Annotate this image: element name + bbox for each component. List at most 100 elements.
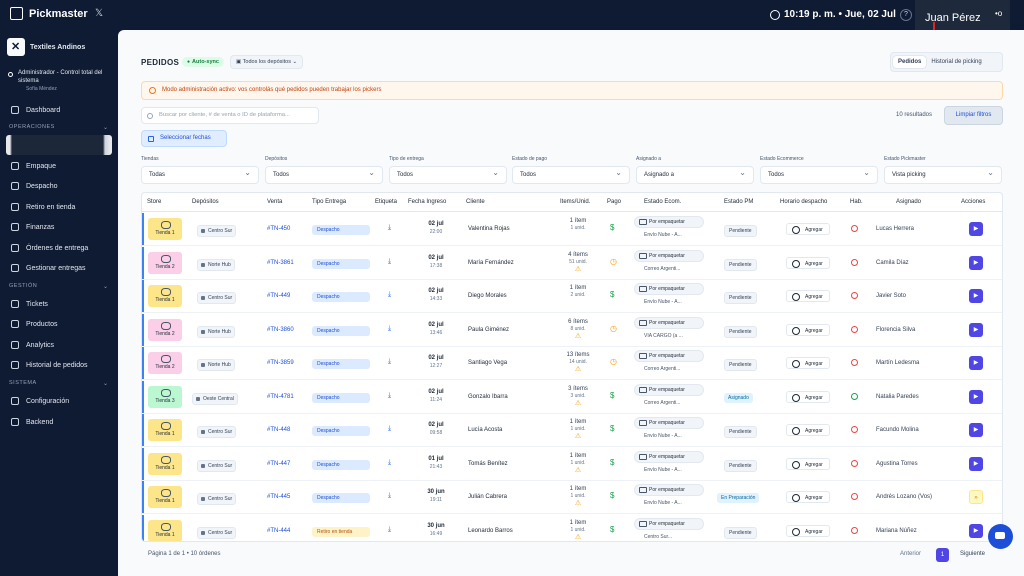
deposit-selector[interactable]: ▣ Todos los depósitos ⌄ — [230, 55, 304, 69]
app-logo[interactable]: Pickmaster — [10, 7, 88, 20]
filter-select[interactable]: Todos — [512, 166, 630, 184]
table-row[interactable]: Tienda 2 Norte Hub #TN-3861 Despacho ⤓ 02 jul… — [142, 246, 1002, 280]
sidebar-item-configuracion[interactable]: Configuración — [0, 394, 118, 408]
column-header: Etiqueta — [375, 199, 398, 205]
tab-historial-picking[interactable]: Historial de picking — [931, 59, 982, 65]
clear-filters-button[interactable]: Limpiar filtros — [944, 106, 1003, 125]
add-schedule-button[interactable]: Agregar — [786, 323, 830, 336]
column-header: Depósitos — [192, 199, 219, 205]
chevron-down-icon[interactable]: ⌄ — [102, 125, 108, 131]
sidebar-item-productos[interactable]: Productos — [0, 317, 118, 331]
x-social-icon[interactable]: 𝕏 — [95, 8, 104, 19]
orders-table: Store Depósitos Venta Tipo Entrega Etiqueta F… — [141, 192, 1003, 542]
user-menu[interactable]: Juan Pérez •o — [915, 0, 1010, 36]
sidebar-item-historial[interactable]: Historial de pedidos — [0, 358, 118, 372]
add-schedule-button[interactable]: Agregar — [786, 491, 830, 503]
section-operaciones: OPERACIONES — [9, 124, 55, 130]
sale-link[interactable]: #TN-444 — [267, 527, 291, 534]
play-action-button[interactable]: ▶ — [969, 289, 983, 303]
items-count: 13 ítems — [566, 352, 590, 358]
play-action-button[interactable]: ▶ — [969, 456, 983, 471]
download-label-icon[interactable]: ⤓ — [388, 257, 392, 265]
chat-icon[interactable] — [988, 524, 1013, 549]
sidebar-item-dashboard[interactable]: Dashboard — [0, 103, 118, 117]
sidebar-item-backend[interactable]: Backend — [0, 415, 118, 429]
sale-link[interactable]: #TN-447 — [267, 460, 291, 467]
play-action-button[interactable]: ▶ — [969, 222, 983, 236]
sidebar-item-ordenes[interactable]: Órdenes de entrega — [0, 241, 118, 255]
user-menu-icon[interactable]: •o — [995, 9, 1003, 18]
sale-link[interactable]: #TN-445 — [267, 494, 291, 500]
sidebar-item-label: Finanzas — [26, 223, 55, 231]
play-action-button[interactable]: ▶ — [969, 423, 983, 437]
next-page-button[interactable]: Siguiente — [960, 551, 986, 557]
download-label-icon[interactable]: ⤓ — [388, 458, 392, 466]
table-row[interactable]: Tienda 1 Centro Sur #TN-447 Despacho ⤓ 01 jul… — [142, 447, 1002, 481]
play-action-button[interactable]: ▶ — [969, 389, 983, 404]
sale-link[interactable]: #TN-3859 — [267, 360, 294, 366]
sidebar-item-analytics[interactable]: Analytics — [0, 338, 118, 352]
help-icon[interactable]: ? — [900, 9, 912, 21]
app-name: Pickmaster — [29, 7, 88, 20]
add-schedule-button[interactable]: Agregar — [786, 256, 830, 269]
search-input[interactable]: Buscar por cliente, # de venta o ID de p… — [141, 107, 319, 124]
sidebar-item-despacho[interactable]: Despacho — [0, 179, 118, 193]
sale-link[interactable]: #TN-3860 — [267, 326, 294, 333]
sale-link[interactable]: #TN-3861 — [267, 259, 294, 266]
sidebar-item-finanzas[interactable]: Finanzas — [0, 220, 118, 234]
filter-select[interactable]: Asignado a — [636, 166, 754, 184]
play-action-button[interactable]: ▶ — [969, 523, 983, 538]
table-row[interactable]: Tienda 1 Centro Sur #TN-448 Despacho ⤓ 02 jul… — [142, 414, 1002, 447]
sidebar-item-empaque[interactable]: Empaque — [0, 159, 118, 173]
sidebar-item-gestionar[interactable]: Gestionar entregas — [0, 261, 118, 275]
download-label-icon[interactable]: ⤓ — [388, 391, 392, 399]
filter-select[interactable]: Todos — [389, 166, 507, 184]
table-row[interactable]: Tienda 2 Norte Hub #TN-3859 Despacho ⤓ 02 jul… — [142, 347, 1002, 380]
chevron-down-icon[interactable]: ⌄ — [102, 381, 108, 387]
add-schedule-button[interactable]: Agregar — [786, 290, 830, 302]
download-label-icon[interactable]: ⤓ — [388, 291, 392, 298]
download-label-icon[interactable]: ⤓ — [388, 525, 392, 533]
download-label-icon[interactable]: ⤓ — [388, 358, 392, 365]
add-schedule-button[interactable]: Agregar — [786, 424, 830, 436]
play-action-button[interactable]: ▶ — [969, 255, 983, 270]
table-row[interactable]: Tienda 1 Centro Sur #TN-450 Despacho ⤓ 02 jul… — [142, 213, 1002, 246]
sidebar-item-tickets[interactable]: Tickets — [0, 297, 118, 311]
tab-pedidos[interactable]: Pedidos — [893, 56, 927, 68]
table-row[interactable]: Tienda 3 Oeste Central #TN-4781 Despacho ⤓ 02… — [142, 380, 1002, 414]
download-label-icon[interactable]: ⤓ — [388, 224, 392, 231]
play-action-button[interactable]: ▶ — [969, 322, 983, 337]
add-schedule-button[interactable]: Agregar — [786, 457, 830, 470]
sale-link[interactable]: #TN-4781 — [267, 393, 294, 400]
fast-forward-icon[interactable]: » — [969, 490, 983, 504]
filter-select[interactable]: Todos — [265, 166, 383, 184]
clock-text: 10:19 p. m. • Jue, 02 Jul — [784, 9, 896, 20]
download-label-icon[interactable]: ⤓ — [388, 324, 392, 332]
units-count: 2 unid. — [570, 292, 586, 298]
filter-select[interactable]: Todos — [760, 166, 878, 184]
page-1-button[interactable]: 1 — [936, 548, 949, 562]
download-label-icon[interactable]: ⤓ — [388, 425, 392, 432]
filter-select[interactable]: Todas — [141, 166, 259, 184]
sale-link[interactable]: #TN-450 — [267, 226, 291, 232]
table-row[interactable]: Tienda 1 Centro Sur #TN-449 Despacho ⤓ 02 jul… — [142, 280, 1002, 313]
play-action-button[interactable]: ▶ — [969, 356, 983, 370]
table-row[interactable]: Tienda 1 Centro Sur #TN-444 Retiro en tiend… — [142, 514, 1002, 541]
add-schedule-button[interactable]: Agregar — [786, 357, 830, 369]
chevron-down-icon[interactable]: ⌄ — [102, 284, 108, 290]
table-row[interactable]: Tienda 2 Norte Hub #TN-3860 Despacho ⤓ 02 jul… — [142, 313, 1002, 347]
table-row[interactable]: Tienda 1 Centro Sur #TN-445 Despacho ⤓ 30 jun… — [142, 481, 1002, 514]
sidebar-item-retiro[interactable]: Retiro en tienda — [0, 200, 118, 214]
sale-link[interactable]: #TN-448 — [267, 427, 291, 433]
assigned-picker: Camila Díaz — [876, 259, 909, 266]
add-schedule-button[interactable]: Agregar — [786, 390, 830, 403]
sale-link[interactable]: #TN-449 — [267, 293, 291, 299]
prev-page-button[interactable]: Anterior — [900, 551, 922, 557]
items-count: 1 ítem — [569, 419, 587, 425]
company-brand[interactable]: Textiles Andinos — [7, 38, 85, 56]
add-schedule-button[interactable]: Agregar — [786, 223, 830, 235]
add-schedule-button[interactable]: Agregar — [786, 524, 830, 537]
filter-select[interactable]: Vista picking — [884, 166, 1002, 184]
select-dates-button[interactable]: Seleccionar fechas — [141, 130, 227, 147]
download-label-icon[interactable]: ⤓ — [388, 492, 392, 499]
